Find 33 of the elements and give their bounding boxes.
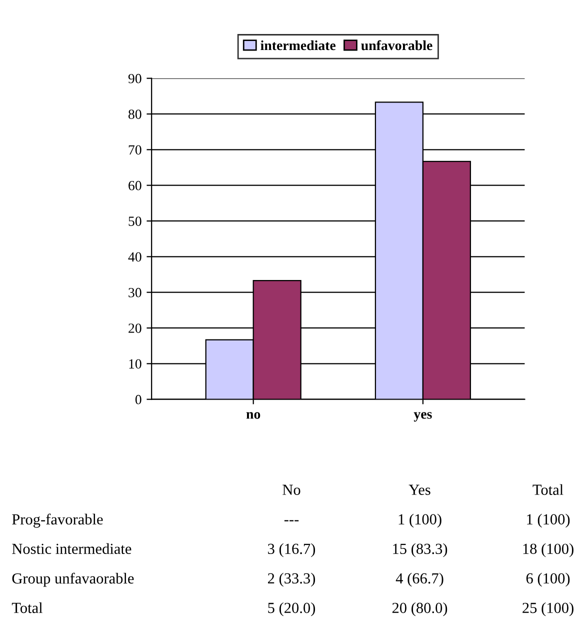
text: 3 (16.7) <box>268 543 316 558</box>
y-tick-label: 90 <box>128 74 142 84</box>
text: Total <box>532 484 564 495</box>
text: Total <box>12 602 43 614</box>
text: --- <box>284 520 299 522</box>
y-tick-label: 40 <box>128 252 142 262</box>
y-tick-label: 50 <box>128 216 142 226</box>
y-tick-label: 80 <box>128 110 142 119</box>
y-tick-label: 30 <box>128 288 142 298</box>
text: Yes <box>408 484 430 495</box>
text: 20 (80.0) <box>392 602 448 616</box>
x-tick-label: yes <box>414 412 432 422</box>
text: Nostic intermediate <box>12 543 132 554</box>
y-tick-label: 70 <box>128 145 142 155</box>
text: 25 (100) <box>522 602 574 616</box>
legend-label: unfavorable <box>361 40 432 50</box>
text: 2 (33.3) <box>268 572 316 587</box>
text: 5 (20.0) <box>268 602 316 616</box>
text: 15 (83.3) <box>393 543 448 558</box>
text: 6 (100) <box>526 572 570 587</box>
text: 1 (100) <box>527 514 570 528</box>
text: Group unfavaorable <box>12 572 134 587</box>
text: 18 (100) <box>523 543 574 558</box>
text: No <box>282 484 300 495</box>
y-tick-label: 60 <box>128 180 142 190</box>
text: Prog-favorable <box>12 514 103 528</box>
y-tick-label: 20 <box>128 324 142 333</box>
y-tick-label: 0 <box>135 394 142 404</box>
text: 1 (100) <box>398 514 442 528</box>
legend-label: intermediate <box>260 40 336 50</box>
y-tick-label: 10 <box>129 359 142 369</box>
x-tick-label: no <box>246 412 260 419</box>
text: 4 (66.7) <box>396 572 444 587</box>
